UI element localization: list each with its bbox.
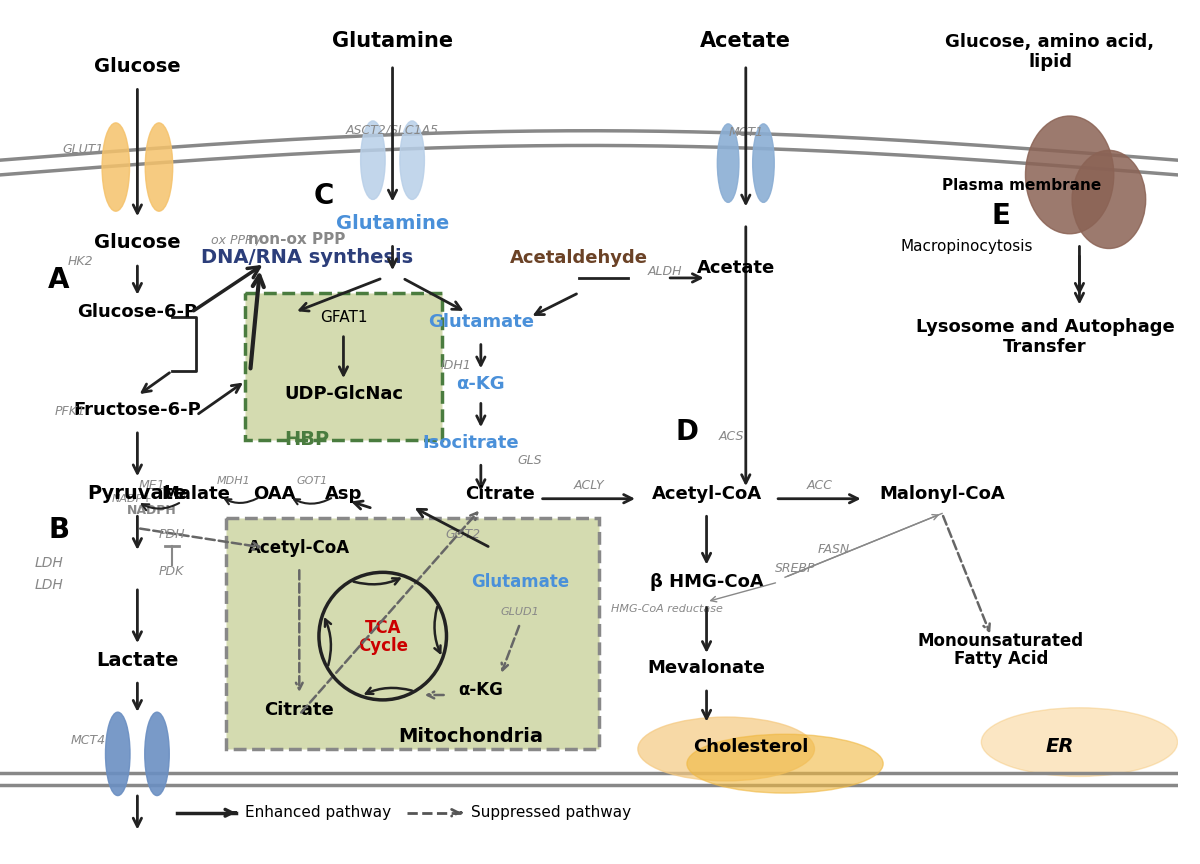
FancyBboxPatch shape — [245, 293, 442, 440]
Text: ME1: ME1 — [139, 479, 166, 492]
Ellipse shape — [718, 124, 739, 202]
Text: PDK: PDK — [160, 565, 185, 578]
Text: ER: ER — [1045, 737, 1074, 756]
Text: GLS: GLS — [517, 454, 542, 467]
Text: MDH1: MDH1 — [217, 476, 251, 486]
Text: OAA: OAA — [253, 485, 296, 503]
Text: Malonyl-CoA: Malonyl-CoA — [880, 485, 1004, 503]
Text: Acetate: Acetate — [697, 259, 775, 277]
Text: Citrate: Citrate — [466, 485, 535, 503]
Text: Macropinocytosis: Macropinocytosis — [900, 239, 1033, 254]
Ellipse shape — [982, 708, 1177, 777]
FancyBboxPatch shape — [226, 518, 599, 749]
Text: UDP-GlcNac: UDP-GlcNac — [284, 384, 403, 403]
Text: Glutamate: Glutamate — [472, 573, 569, 591]
Text: HBP: HBP — [284, 429, 330, 448]
Text: Glucose, amino acid,: Glucose, amino acid, — [946, 34, 1154, 51]
Ellipse shape — [1072, 150, 1146, 249]
Text: Acetaldehyde: Acetaldehyde — [510, 249, 648, 267]
Text: TCA: TCA — [365, 619, 401, 637]
Ellipse shape — [102, 123, 130, 211]
Text: Glutamine: Glutamine — [336, 214, 449, 233]
Text: Enhanced pathway: Enhanced pathway — [245, 805, 391, 820]
Text: LDH: LDH — [35, 578, 64, 592]
Text: Acetate: Acetate — [701, 31, 791, 51]
Text: Lactate: Lactate — [96, 651, 179, 670]
Text: Cycle: Cycle — [358, 637, 408, 655]
Text: α-KG: α-KG — [458, 681, 503, 699]
Text: MCT1: MCT1 — [728, 125, 763, 138]
Text: GLUT1: GLUT1 — [62, 143, 104, 156]
Text: Fatty Acid: Fatty Acid — [954, 650, 1048, 668]
Text: GOT2: GOT2 — [445, 528, 481, 541]
Ellipse shape — [752, 124, 774, 202]
Text: Lysosome and Autophage: Lysosome and Autophage — [916, 318, 1175, 336]
Text: PFK1: PFK1 — [55, 405, 86, 418]
Text: HMG-CoA reductase: HMG-CoA reductase — [611, 604, 724, 613]
Text: α-KG: α-KG — [456, 375, 505, 393]
Text: Malate: Malate — [162, 485, 230, 503]
Text: Glutamate: Glutamate — [428, 313, 534, 331]
Text: Glucose: Glucose — [94, 233, 181, 252]
Text: Asp: Asp — [325, 485, 362, 503]
Text: ALDH: ALDH — [648, 265, 682, 278]
Text: NADP+: NADP+ — [112, 493, 152, 504]
Text: HK2: HK2 — [67, 255, 94, 268]
Ellipse shape — [145, 123, 173, 211]
Text: LDH: LDH — [35, 556, 64, 570]
Text: Fructose-6-P: Fructose-6-P — [73, 401, 202, 419]
Text: D: D — [676, 418, 698, 446]
Ellipse shape — [638, 717, 815, 781]
Text: E: E — [991, 202, 1010, 230]
Text: GOT1: GOT1 — [296, 476, 328, 486]
Text: ACLY: ACLY — [574, 479, 604, 492]
Text: IDH1: IDH1 — [440, 359, 472, 372]
Text: Transfer: Transfer — [1003, 338, 1087, 355]
Text: Mitochondria: Mitochondria — [398, 727, 544, 746]
Text: B: B — [48, 516, 70, 544]
Ellipse shape — [361, 121, 385, 200]
Text: Mevalonate: Mevalonate — [648, 659, 766, 677]
Text: NADPH: NADPH — [127, 505, 176, 518]
Text: GFAT1: GFAT1 — [319, 310, 367, 325]
Text: MCT4: MCT4 — [71, 734, 106, 747]
Ellipse shape — [686, 734, 883, 793]
Text: ACS: ACS — [719, 430, 744, 443]
Text: lipid: lipid — [1028, 53, 1072, 71]
Text: Citrate: Citrate — [264, 701, 334, 719]
Text: Acetyl-CoA: Acetyl-CoA — [652, 485, 762, 503]
Text: Pyruvate: Pyruvate — [88, 484, 187, 503]
Text: non-ox PPP: non-ox PPP — [248, 232, 346, 246]
Text: Cholesterol: Cholesterol — [694, 738, 809, 756]
Text: Isocitrate: Isocitrate — [422, 434, 520, 452]
Text: Glutamine: Glutamine — [332, 31, 454, 51]
Ellipse shape — [1026, 116, 1114, 234]
Text: Glucose-6-P: Glucose-6-P — [77, 303, 198, 321]
Text: FASN: FASN — [818, 543, 851, 556]
Text: Plasma membrane: Plasma membrane — [942, 178, 1102, 193]
Text: Monounsaturated: Monounsaturated — [918, 632, 1084, 650]
Text: β HMG-CoA: β HMG-CoA — [649, 573, 763, 591]
Text: ACC: ACC — [806, 479, 833, 492]
Text: SREBP: SREBP — [775, 562, 816, 575]
Text: Acetyl-CoA: Acetyl-CoA — [248, 538, 350, 556]
Text: ASCT2/SLC1A5: ASCT2/SLC1A5 — [346, 124, 439, 137]
Ellipse shape — [145, 712, 169, 796]
Text: PDH: PDH — [158, 528, 185, 541]
Text: DNA/RNA synthesis: DNA/RNA synthesis — [202, 248, 413, 267]
Ellipse shape — [400, 121, 425, 200]
Text: GLUD1: GLUD1 — [500, 607, 540, 617]
Text: A: A — [48, 266, 70, 294]
Ellipse shape — [106, 712, 130, 796]
Text: C: C — [313, 182, 334, 210]
Text: Glucose: Glucose — [94, 57, 181, 76]
Text: Suppressed pathway: Suppressed pathway — [472, 805, 631, 820]
Text: ox PPP /: ox PPP / — [211, 233, 265, 246]
